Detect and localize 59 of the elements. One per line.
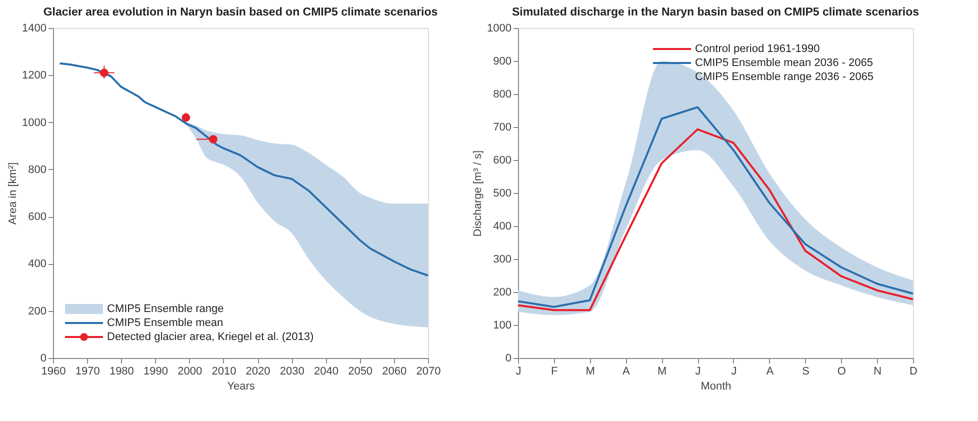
x-tick-label: D xyxy=(910,366,918,378)
y-tick-label: 800 xyxy=(493,88,512,100)
y-axis-title: Discharge [m³ / s] xyxy=(472,150,484,237)
x-tick-label: 1970 xyxy=(75,366,100,378)
y-tick-label: 300 xyxy=(493,254,512,266)
x-tick-label: M xyxy=(658,366,667,378)
x-axis-title: Years xyxy=(227,380,256,392)
chart-title: Glacier area evolution in Naryn basin based on CMIP5 climate scenarios xyxy=(43,6,438,18)
chart-title: Simulated discharge in the Naryn basin based on CMIP5 climate scenarios xyxy=(512,6,920,18)
y-tick-label: 1000 xyxy=(487,22,512,34)
x-tick-label: S xyxy=(802,366,810,378)
y-tick-label: 700 xyxy=(493,122,512,134)
y-tick-label: 100 xyxy=(493,320,512,332)
x-tick-label: 1960 xyxy=(41,366,66,378)
y-tick-label: 600 xyxy=(493,154,512,166)
legend-label: CMIP5 Ensemble mean xyxy=(107,317,224,329)
line-series xyxy=(58,62,429,276)
x-tick-label: 2050 xyxy=(348,366,373,378)
legend-label: CMIP5 Ensemble mean 2036 - 2065 xyxy=(695,57,873,69)
x-tick-label: F xyxy=(551,366,558,378)
y-tick-label: 800 xyxy=(28,164,46,176)
y-axis-title: Area in [km²] xyxy=(7,162,20,225)
x-tick-label: 2000 xyxy=(178,366,202,378)
y-tick-label: 0 xyxy=(505,352,512,364)
legend-label: Detected glacier area, Kriegel et al. (2013) xyxy=(107,331,314,343)
x-tick-label: 1980 xyxy=(109,366,134,378)
y-tick-label: 200 xyxy=(28,305,46,318)
x-tick-label: A xyxy=(622,366,631,378)
y-tick-label: 1000 xyxy=(22,116,46,129)
y-tick-label: 200 xyxy=(493,286,512,298)
y-tick-label: 900 xyxy=(493,56,512,68)
legend-label: Control period 1961-1990 xyxy=(695,43,820,55)
x-tick-label: M xyxy=(586,366,595,378)
x-tick-label: 2030 xyxy=(280,366,304,378)
x-tick-label: 1990 xyxy=(144,366,168,378)
x-tick-label: O xyxy=(837,366,846,378)
y-tick-label: 0 xyxy=(40,352,46,364)
x-axis-title: Month xyxy=(700,380,732,392)
y-tick-label: 600 xyxy=(28,211,46,224)
x-tick-label: 2010 xyxy=(212,366,236,378)
point xyxy=(182,113,190,122)
y-tick-label: 1200 xyxy=(22,70,46,82)
x-tick-label: 2070 xyxy=(416,366,441,378)
x-tick-label: J xyxy=(516,366,522,378)
x-tick-label: J xyxy=(695,366,701,378)
x-tick-label: A xyxy=(766,366,774,378)
y-tick-label: 400 xyxy=(28,258,46,270)
x-tick-label: J xyxy=(731,366,737,378)
x-tick-label: 2040 xyxy=(314,366,338,378)
annotation: CMIP5 Ensemble range 2036 - 2065 xyxy=(695,71,874,83)
y-tick-label: 500 xyxy=(493,188,512,200)
annotation: CMIP5 Ensemble range xyxy=(107,303,224,315)
x-tick-label: 2060 xyxy=(382,366,407,378)
point xyxy=(209,135,218,144)
point xyxy=(100,68,108,77)
x-tick-label: 2020 xyxy=(246,366,270,378)
x-tick-label: N xyxy=(874,366,882,378)
y-tick-label: 1400 xyxy=(22,22,46,34)
y-tick-label: 400 xyxy=(493,220,512,232)
